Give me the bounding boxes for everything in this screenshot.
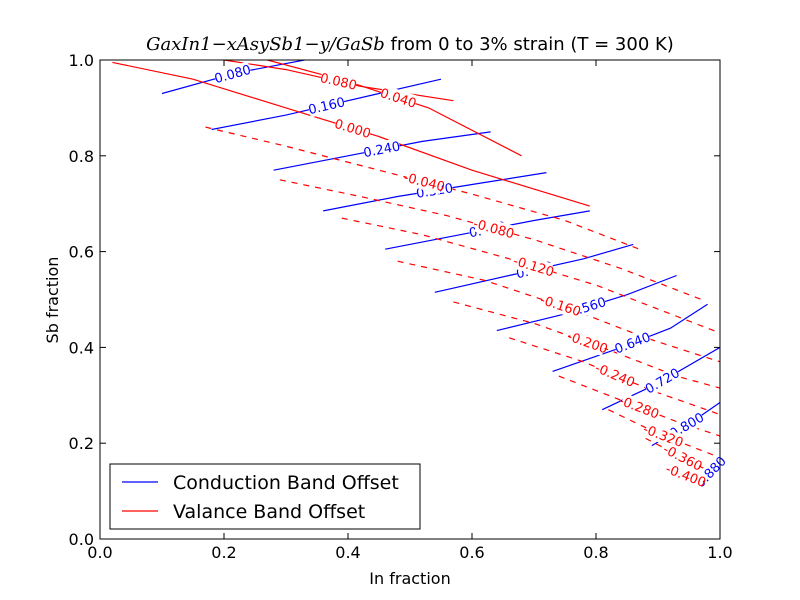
- chart-title-math: GaxIn1−xAsySb1−y/GaSb: [146, 34, 385, 55]
- y-tick-label: 0.4: [69, 338, 94, 357]
- contour-label-bg: [666, 461, 706, 490]
- valance-contour-label: 0.080: [318, 71, 358, 94]
- chart-title: GaxIn1−xAsySb1−y/GaSb from 0 to 3% strai…: [146, 34, 674, 55]
- y-tick-label: 1.0: [69, 51, 94, 70]
- legend-label-conduction: Conduction Band Offset: [173, 472, 399, 494]
- x-axis-label: In fraction: [369, 569, 450, 588]
- contour-label-bg: [567, 328, 608, 356]
- contour-label-bg: [474, 216, 514, 242]
- valance-contour-label: 0.000: [332, 117, 372, 142]
- contour-lines: [112, 60, 720, 483]
- x-tick-label: 0.0: [87, 543, 112, 562]
- contour-label-bg: [612, 328, 653, 357]
- contour-label-bg: [619, 393, 659, 422]
- contour-label-bg: [540, 292, 581, 319]
- contour-label-bg: [663, 442, 703, 473]
- valance-contour-label: -0.280: [616, 394, 661, 423]
- y-axis-label: Sb fraction: [43, 257, 62, 344]
- y-tick-label: 0.8: [69, 147, 94, 166]
- chart-title-rest: from 0 to 3% strain (T = 300 K): [385, 34, 674, 55]
- contour-label-bg: [378, 84, 418, 112]
- legend-label-valance: Valance Band Offset: [173, 501, 365, 523]
- plot-frame: [99, 59, 721, 540]
- valance-contour-line: [112, 61, 590, 207]
- contour-label-bg: [643, 421, 683, 450]
- contour-labels: 0.0800.1600.2400.3200.4000.4800.5600.640…: [213, 61, 730, 491]
- x-tick-label: 0.2: [211, 543, 236, 562]
- valance-contour-label: -0.200: [565, 329, 610, 357]
- valance-contour-label: -0.240: [592, 361, 636, 391]
- x-tick-label: 0.6: [459, 543, 484, 562]
- y-tick-label: 0.6: [69, 243, 94, 262]
- contour-label-bg: [362, 138, 401, 161]
- contour-label-bg: [213, 61, 253, 87]
- contour-label-bg: [307, 93, 346, 118]
- valance-contour-line: [205, 126, 640, 250]
- valance-contour-line: [608, 409, 720, 459]
- legend: Conduction Band Offset Valance Band Offs…: [109, 463, 421, 530]
- contour-label-bg: [568, 293, 608, 320]
- contour-label-bg: [404, 169, 444, 195]
- legend-box: [109, 463, 421, 530]
- y-tick-label: 0.2: [69, 434, 94, 453]
- conduction-contour-label: 0.080: [213, 63, 253, 87]
- conduction-contour-label: 0.240: [362, 139, 401, 161]
- contour-label-bg: [333, 115, 373, 142]
- axis-ticks: 0.0 0.2 0.4 0.6 0.8 1.0 0.0 0.2 0.4 0.6 0.8 1.0: [69, 51, 733, 562]
- valance-contour-line: [279, 179, 702, 301]
- valance-contour-line: [509, 337, 720, 416]
- x-tick-label: 0.4: [335, 543, 360, 562]
- x-tick-label: 0.8: [583, 543, 608, 562]
- contour-label-bg: [514, 253, 554, 280]
- contour-label-bg: [642, 364, 682, 397]
- conduction-contour-label: 0.160: [307, 95, 347, 118]
- contour-label-bg: [595, 360, 635, 390]
- x-tick-label: 1.0: [707, 543, 732, 562]
- y-tick-label: 0.0: [69, 530, 94, 549]
- contour-label-bg: [319, 69, 358, 94]
- valance-contour-label: -0.160: [538, 293, 583, 320]
- svg-text:GaxIn1−xAsySb1−y/GaSb from 0 t: GaxIn1−xAsySb1−y/GaSb from 0 to 3% strai…: [146, 34, 674, 55]
